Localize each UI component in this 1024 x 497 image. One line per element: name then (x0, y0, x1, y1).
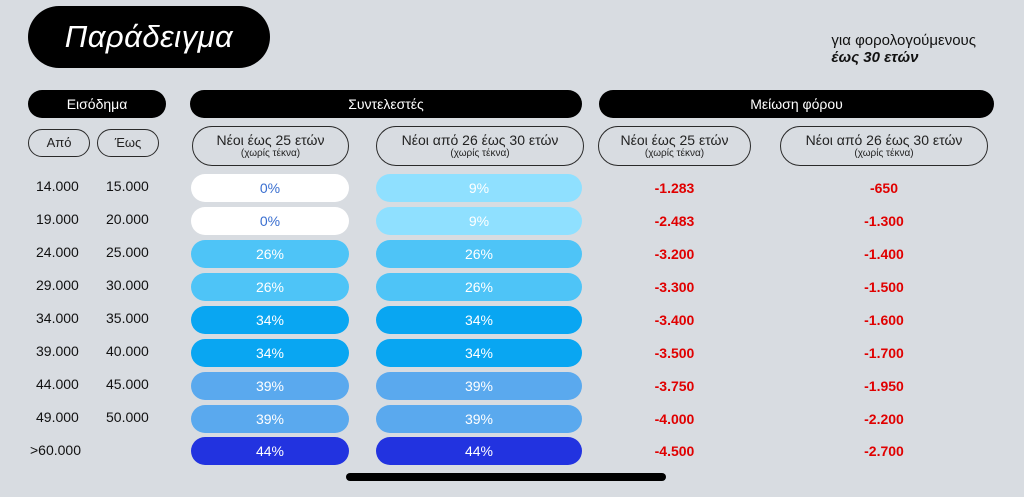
reduction-young-26-30: -1.500 (864, 279, 904, 295)
income-from: 44.000 (36, 376, 79, 392)
reduction-young-25: -4.000 (654, 411, 695, 427)
group-rate-young-26-30: Νέοι από 26 έως 30 ετών (χωρίς τέκνα) (376, 126, 584, 166)
rate-young-26-30: 9% (376, 174, 582, 202)
income-from: 24.000 (36, 244, 79, 260)
income-from: 34.000 (36, 310, 79, 326)
income-to: 35.000 (106, 310, 149, 326)
group-label: Νέοι από 26 έως 30 ετών (401, 131, 559, 148)
group-label: Νέοι από 26 έως 30 ετών (805, 131, 963, 148)
reduction-young-26-30: -650 (869, 180, 899, 196)
rate-young-26-30: 39% (376, 372, 582, 400)
group-label: Νέοι έως 25 ετών (620, 131, 729, 148)
rate-young-25: 39% (191, 405, 349, 433)
income-from-label: Από (28, 129, 90, 157)
group-rate-young-25: Νέοι έως 25 ετών (χωρίς τέκνα) (192, 126, 349, 166)
income-to: 50.000 (106, 409, 149, 425)
reduction-young-26-30: -1.700 (864, 345, 904, 361)
rate-young-26-30: 9% (376, 207, 582, 235)
income-to: 30.000 (106, 277, 149, 293)
income-to: 40.000 (106, 343, 149, 359)
rate-young-25: 26% (191, 240, 349, 268)
rate-young-25: 0% (191, 174, 349, 202)
rate-young-25: 0% (191, 207, 349, 235)
income-from: 29.000 (36, 277, 79, 293)
income-from: >60.000 (30, 442, 81, 458)
income-to: 25.000 (106, 244, 149, 260)
reduction-young-25: -3.300 (654, 279, 695, 295)
group-note: (χωρίς τέκνα) (450, 148, 510, 160)
page-title: Παράδειγμα (28, 6, 270, 68)
income-to: 15.000 (106, 178, 149, 194)
reduction-young-25: -1.283 (654, 180, 695, 196)
rate-young-26-30: 34% (376, 339, 582, 367)
group-note: (χωρίς τέκνα) (644, 148, 705, 160)
reduction-young-26-30: -2.700 (864, 443, 904, 459)
header-rates: Συντελεστές (190, 90, 582, 118)
group-reduction-young-25: Νέοι έως 25 ετών (χωρίς τέκνα) (598, 126, 751, 166)
reduction-young-26-30: -1.600 (864, 312, 904, 328)
subtitle: για φορολογούμενους έως 30 ετών (831, 32, 976, 66)
income-to-label: Έως (97, 129, 159, 157)
reduction-young-25: -2.483 (654, 213, 695, 229)
home-indicator[interactable] (346, 473, 666, 481)
rate-young-25: 39% (191, 372, 349, 400)
rate-young-26-30: 26% (376, 273, 582, 301)
rate-young-25: 26% (191, 273, 349, 301)
subtitle-line2: έως 30 ετών (831, 49, 919, 66)
income-from: 39.000 (36, 343, 79, 359)
rate-young-26-30: 39% (376, 405, 582, 433)
reduction-young-26-30: -2.200 (864, 411, 904, 427)
reduction-young-25: -3.500 (654, 345, 695, 361)
rate-young-26-30: 34% (376, 306, 582, 334)
group-reduction-young-26-30: Νέοι από 26 έως 30 ετών (χωρίς τέκνα) (780, 126, 988, 166)
income-to: 45.000 (106, 376, 149, 392)
reduction-young-26-30: -1.300 (864, 213, 904, 229)
rate-young-26-30: 26% (376, 240, 582, 268)
group-note: (χωρίς τέκνα) (240, 148, 301, 160)
income-from: 49.000 (36, 409, 79, 425)
rate-young-26-30: 44% (376, 437, 582, 465)
reduction-young-26-30: -1.950 (864, 378, 904, 394)
income-from: 14.000 (36, 178, 79, 194)
reduction-young-25: -4.500 (654, 443, 695, 459)
income-to: 20.000 (106, 211, 149, 227)
header-reduction: Μείωση φόρου (599, 90, 994, 118)
reduction-young-25: -3.750 (654, 378, 695, 394)
rate-young-25: 44% (191, 437, 349, 465)
group-note: (χωρίς τέκνα) (854, 148, 914, 160)
reduction-young-25: -3.400 (654, 312, 695, 328)
header-income: Εισόδημα (28, 90, 166, 118)
reduction-young-26-30: -1.400 (864, 246, 904, 262)
rate-young-25: 34% (191, 306, 349, 334)
subtitle-line1: για φορολογούμενους (831, 32, 976, 49)
group-label: Νέοι έως 25 ετών (216, 131, 325, 148)
income-from: 19.000 (36, 211, 79, 227)
rate-young-25: 34% (191, 339, 349, 367)
reduction-young-25: -3.200 (654, 246, 695, 262)
